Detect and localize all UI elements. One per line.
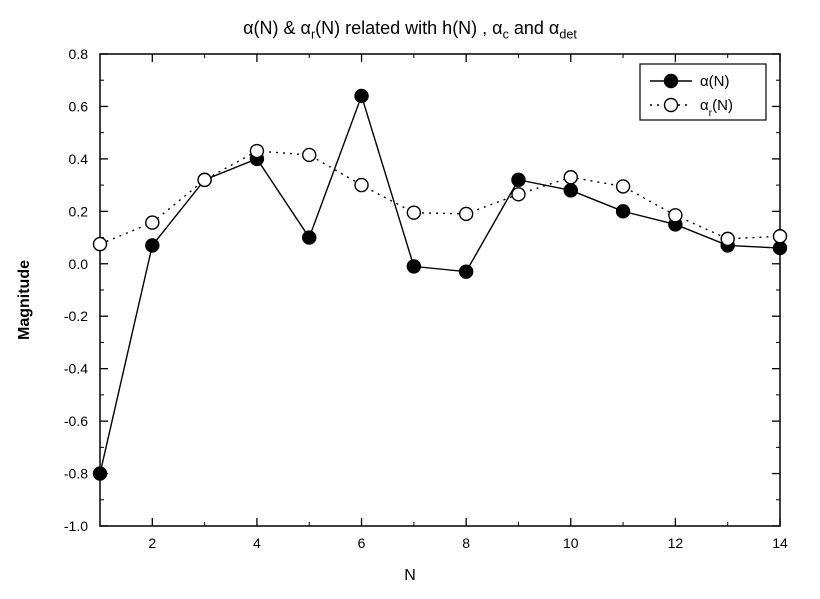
series-marker-alpha — [94, 467, 107, 480]
x-tick-label: 12 — [668, 535, 684, 551]
y-tick-label: -0.6 — [64, 413, 88, 429]
series-marker-alpha_r — [721, 232, 734, 245]
x-tick-label: 6 — [358, 535, 366, 551]
series-marker-alpha — [355, 89, 368, 102]
x-tick-label: 10 — [563, 535, 579, 551]
series-marker-alpha_r — [250, 145, 263, 158]
chart-container: α(N) & αr(N) related with h(N) , αc and … — [0, 0, 820, 599]
series-marker-alpha — [407, 260, 420, 273]
series-marker-alpha — [460, 265, 473, 278]
series-line-alpha — [100, 96, 780, 474]
series-marker-alpha_r — [146, 216, 159, 229]
y-tick-label: 0.0 — [69, 256, 89, 272]
series-marker-alpha_r — [94, 238, 107, 251]
y-tick-label: 0.8 — [69, 46, 89, 62]
series-marker-alpha_r — [303, 148, 316, 161]
x-tick-label: 8 — [462, 535, 470, 551]
series-marker-alpha_r — [355, 179, 368, 192]
series-marker-alpha_r — [460, 207, 473, 220]
x-tick-label: 2 — [148, 535, 156, 551]
series-marker-alpha — [617, 205, 630, 218]
series-marker-alpha_r — [669, 209, 682, 222]
y-tick-label: -0.4 — [64, 361, 88, 377]
y-tick-label: -0.2 — [64, 308, 88, 324]
series-marker-alpha — [564, 184, 577, 197]
y-tick-label: 0.6 — [69, 98, 89, 114]
series-marker-alpha_r — [617, 180, 630, 193]
series-marker-alpha — [774, 242, 787, 255]
y-tick-label: 0.2 — [69, 203, 89, 219]
series-marker-alpha_r — [407, 206, 420, 219]
plot-frame — [100, 54, 780, 526]
legend-marker-alpha_r — [665, 99, 678, 112]
series-marker-alpha — [146, 239, 159, 252]
y-tick-label: -0.8 — [64, 466, 88, 482]
series-marker-alpha_r — [198, 173, 211, 186]
series-marker-alpha_r — [564, 171, 577, 184]
legend-label-alpha: α(N) — [700, 73, 730, 90]
x-tick-label: 14 — [772, 535, 788, 551]
series-marker-alpha — [512, 173, 525, 186]
legend-marker-alpha — [665, 75, 678, 88]
y-tick-label: 0.4 — [69, 151, 89, 167]
series-marker-alpha — [303, 231, 316, 244]
y-tick-label: -1.0 — [64, 518, 88, 534]
series-marker-alpha_r — [512, 188, 525, 201]
x-tick-label: 4 — [253, 535, 261, 551]
series-marker-alpha_r — [774, 230, 787, 243]
chart-svg: -1.0 -0.8 -0.6 -0.4 -0.2 0.0 0.2 0.4 0.6 0.8 2 4 6 8 1… — [0, 0, 820, 599]
